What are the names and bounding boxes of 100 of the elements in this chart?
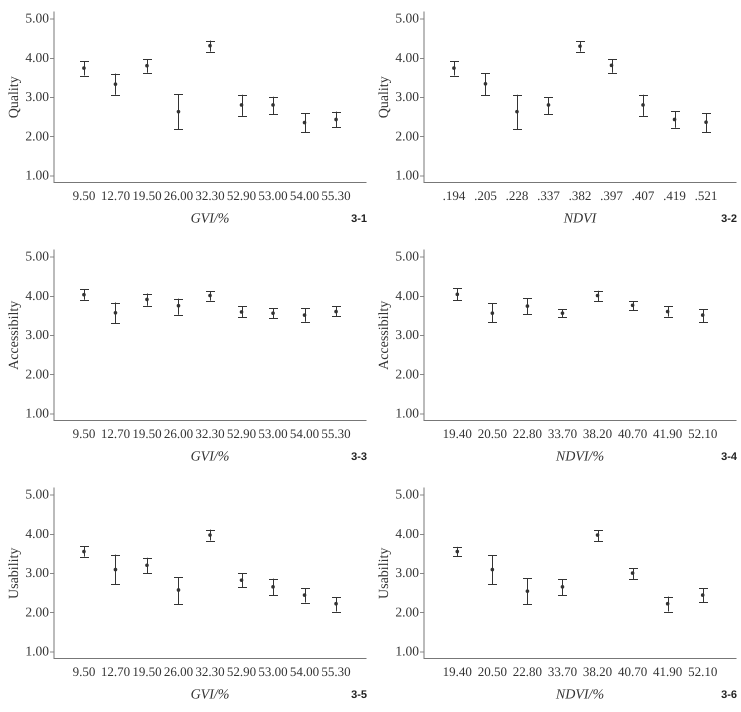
point [302, 593, 306, 597]
point [208, 44, 212, 48]
point [704, 120, 708, 124]
x-tick-label: 55.30 [321, 188, 351, 203]
x-tick-label: 20.50 [478, 664, 507, 679]
x-tick-label: 55.30 [321, 664, 351, 679]
point [208, 294, 212, 298]
point [666, 602, 670, 606]
x-tick-label: 54.00 [290, 426, 320, 441]
x-tick-label: 19.40 [442, 664, 472, 679]
point [641, 103, 645, 107]
point [515, 110, 519, 114]
x-tick-label: 22.80 [512, 426, 542, 441]
x-tick-label: 55.30 [321, 426, 351, 441]
x-tick-label: 40.70 [618, 664, 648, 679]
y-axis-title: Quality [377, 76, 392, 118]
x-tick-label: 26.00 [164, 426, 194, 441]
x-tick-label: 52.10 [688, 426, 718, 441]
y-tick-label: 1.00 [25, 167, 50, 182]
y-tick-label: 2.00 [25, 604, 50, 620]
point [176, 110, 180, 114]
y-tick-label: 4.00 [25, 288, 50, 303]
point [334, 118, 338, 122]
x-axis-title: NDVI/% [554, 687, 604, 702]
x-axis-title: GVI/% [190, 449, 230, 464]
x-tick-label: 12.70 [100, 188, 130, 203]
y-tick-label: 1.00 [25, 405, 50, 420]
x-tick-label: 53.00 [258, 426, 288, 441]
x-tick-label: 19.50 [132, 426, 162, 441]
y-axis-title: Accessibilty [7, 300, 22, 370]
y-tick-label: 2.00 [25, 128, 50, 144]
point [526, 304, 530, 308]
x-tick-label: 54.00 [290, 664, 320, 679]
point [82, 66, 86, 70]
text: 3-6 [721, 689, 737, 701]
point [114, 82, 118, 86]
point [271, 103, 275, 107]
point [240, 103, 244, 107]
x-tick-label: 32.30 [195, 188, 225, 203]
y-tick-label: 2.00 [25, 366, 50, 382]
x-tick-label: 26.00 [164, 188, 194, 203]
y-tick-label: 4.00 [25, 50, 50, 65]
x-tick-label: 38.20 [582, 664, 612, 679]
x-tick-label: 20.50 [478, 426, 507, 441]
point [630, 571, 634, 575]
x-tick-label: .397 [600, 188, 624, 203]
point [596, 294, 600, 298]
y-tick-label: 2.00 [395, 128, 420, 144]
x-tick-label: .382 [568, 188, 592, 203]
y-tick-label: 5.00 [25, 248, 50, 264]
x-tick-label: 12.70 [100, 426, 130, 441]
x-tick-label: 52.10 [688, 664, 718, 679]
point [240, 578, 244, 582]
x-tick-label: 22.80 [512, 664, 542, 679]
point [302, 120, 306, 124]
text: 3-1 [351, 213, 367, 225]
y-tick-label: 3.00 [395, 565, 420, 580]
x-tick-label: 53.00 [258, 188, 288, 203]
x-tick-label: 33.70 [548, 664, 578, 679]
x-axis-title: NDVI [562, 211, 598, 226]
point [484, 82, 488, 86]
point [271, 585, 275, 589]
point [452, 66, 456, 70]
text: 3-5 [351, 689, 367, 701]
y-tick-label: 3.00 [25, 327, 50, 342]
point [700, 593, 704, 597]
x-tick-label: 41.90 [653, 426, 682, 441]
y-axis-title: Usability [7, 548, 22, 599]
x-tick-label: 32.30 [195, 426, 225, 441]
x-tick-label: 19.40 [442, 426, 472, 441]
x-tick-label: 9.50 [72, 664, 96, 679]
y-axis-title: Accessibilty [377, 300, 392, 370]
y-tick-label: 4.00 [395, 50, 420, 65]
x-tick-label: 9.50 [72, 188, 96, 203]
x-tick-label: 53.00 [258, 664, 288, 679]
text: 3-2 [721, 213, 737, 225]
point [560, 585, 564, 589]
x-tick-label: .205 [474, 188, 497, 203]
y-tick-label: 5.00 [395, 248, 420, 264]
x-axis-title: GVI/% [190, 687, 230, 702]
y-tick-label: 1.00 [395, 405, 420, 420]
y-tick-label: 1.00 [395, 167, 420, 182]
y-axis-title: Usability [377, 548, 392, 599]
point [596, 533, 600, 537]
x-tick-label: 52.90 [226, 426, 256, 441]
y-tick-label: 4.00 [395, 526, 420, 541]
x-tick-label: 19.50 [132, 664, 162, 679]
point [672, 118, 676, 122]
point [176, 304, 180, 308]
y-tick-label: 3.00 [25, 89, 50, 104]
x-tick-label: .419 [663, 188, 686, 203]
y-tick-label: 1.00 [25, 643, 50, 658]
point [145, 563, 149, 568]
y-tick-label: 2.00 [395, 604, 420, 620]
x-axis-title: GVI/% [190, 211, 230, 226]
x-tick-label: 38.20 [582, 426, 612, 441]
y-tick-label: 1.00 [395, 643, 420, 658]
x-tick-label: .337 [537, 188, 560, 203]
text: 3-3 [351, 451, 367, 463]
y-tick-label: 3.00 [25, 565, 50, 580]
